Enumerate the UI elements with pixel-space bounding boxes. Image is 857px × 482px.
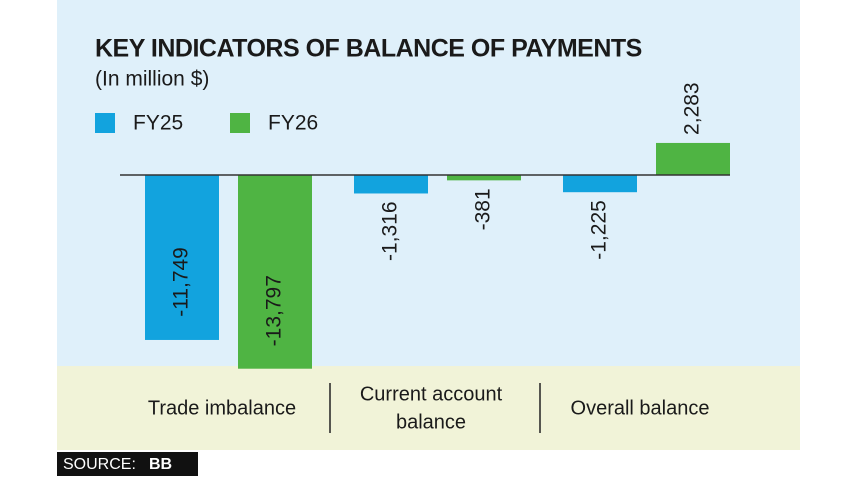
category-label: Current account — [360, 383, 503, 405]
bar — [145, 175, 219, 340]
source-box — [57, 452, 198, 476]
bar — [238, 175, 312, 369]
bar — [354, 175, 428, 194]
value-label: -11,749 — [170, 247, 193, 317]
bar — [563, 175, 637, 193]
legend-label: FY26 — [268, 112, 318, 135]
source: BB — [149, 456, 172, 473]
value-label: -381 — [472, 188, 495, 230]
legend-label: FY25 — [133, 112, 183, 135]
category-band — [57, 366, 800, 450]
chart-title: KEY INDICATORS OF BALANCE OF PAYMENTS — [95, 35, 642, 63]
bar — [447, 175, 521, 181]
value-label: -1,225 — [588, 200, 611, 260]
legend-swatch — [95, 113, 115, 133]
legend-swatch — [230, 113, 250, 133]
bar — [656, 142, 730, 175]
value-label: 2,283 — [681, 82, 704, 135]
category-label: Overall balance — [571, 397, 710, 419]
value-label: -13,797 — [263, 275, 286, 346]
category-label: balance — [396, 411, 466, 433]
category-label: Trade imbalance — [148, 397, 296, 419]
source-label: SOURCE: — [63, 456, 136, 473]
value-label: -1,316 — [379, 201, 402, 261]
chart-subtitle: (In million $) — [95, 68, 209, 91]
